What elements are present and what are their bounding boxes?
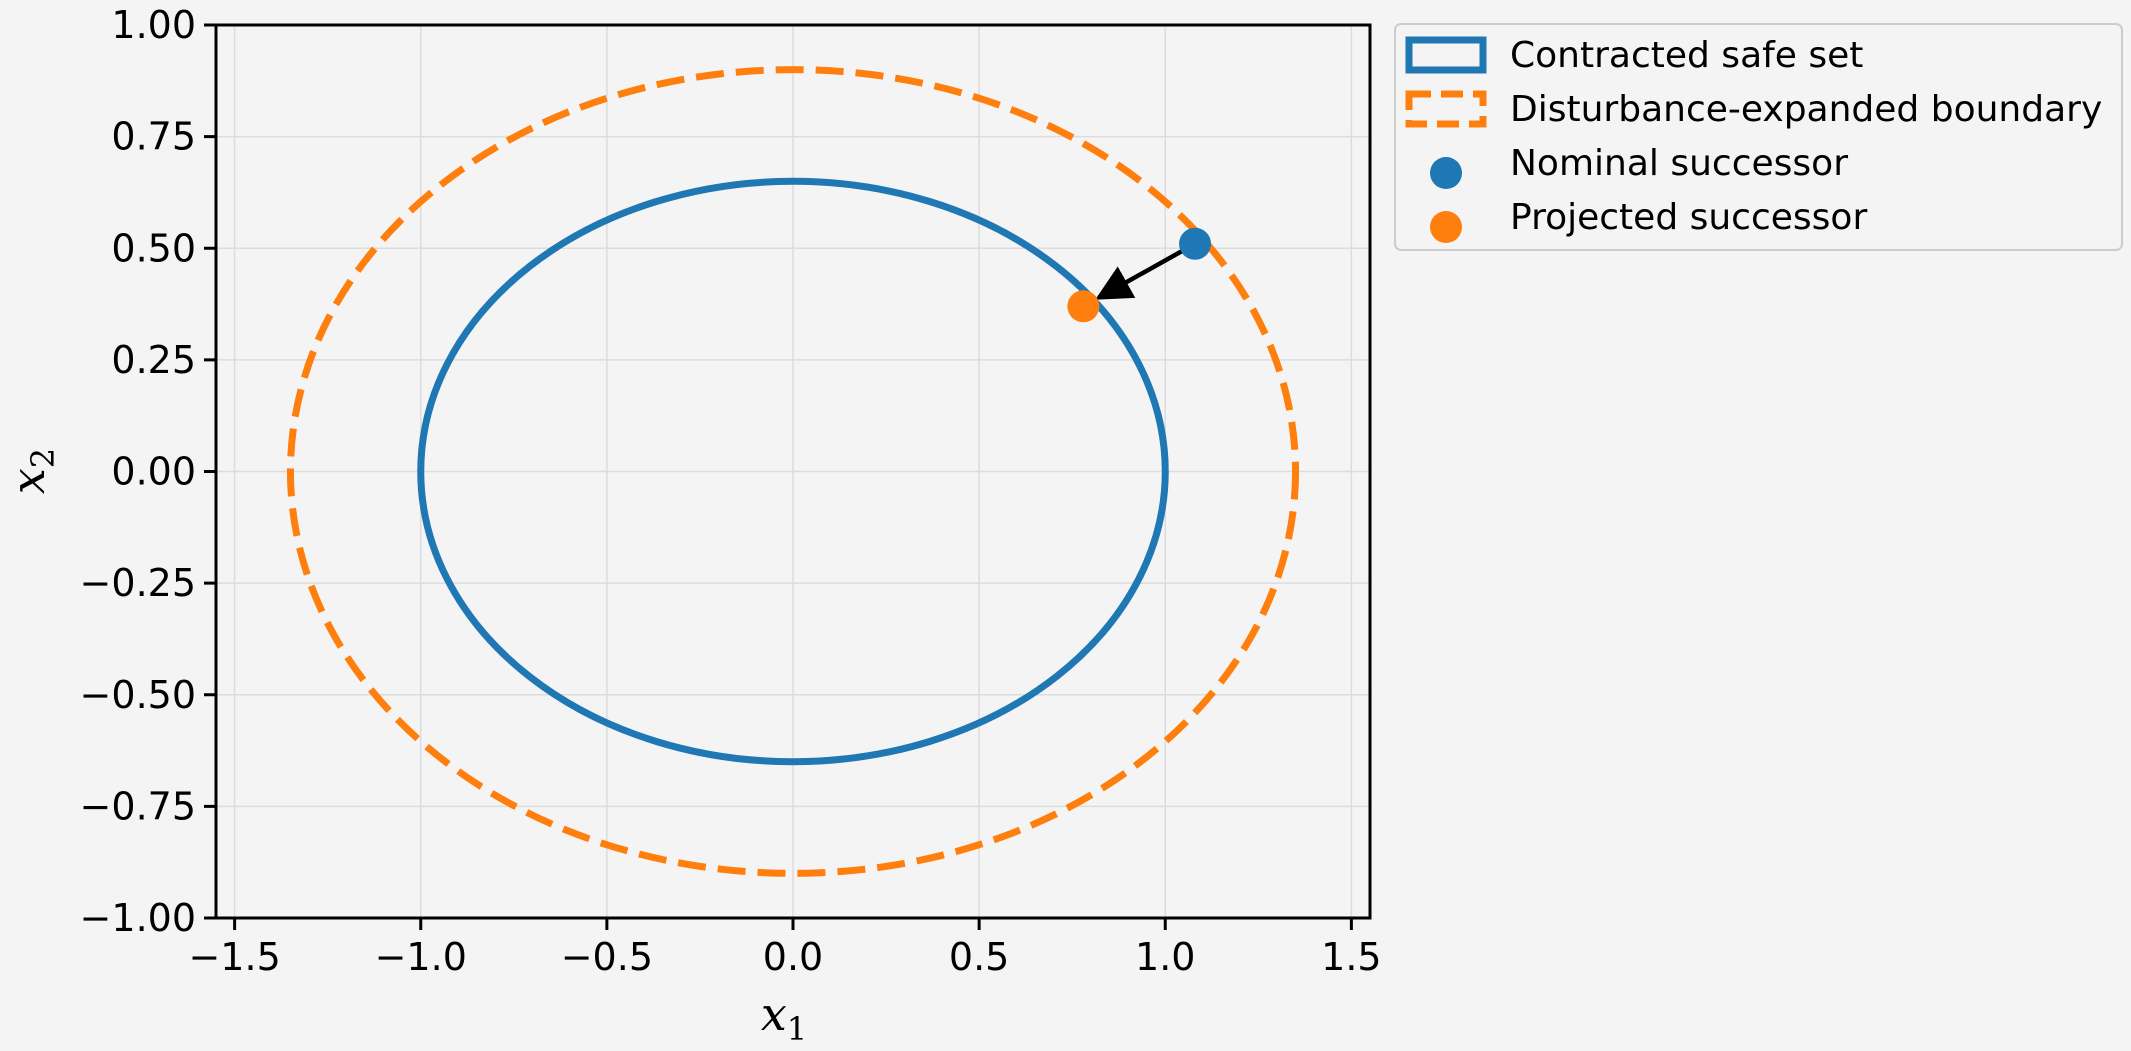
safe-set-ellipse <box>417 177 1169 766</box>
x-tick-label: 1.5 <box>1321 935 1381 979</box>
legend-label-projected-successor: Projected successor <box>1510 197 1867 238</box>
y-axis: 1.00 0.75 0.50 0.25 0.00 −0.25 −0.50 −0.75 −1.00 <box>80 3 216 940</box>
y-tick-label: −0.75 <box>80 784 196 828</box>
legend-label-nominal-successor: Nominal successor <box>1510 143 1848 184</box>
legend-swatch-disturbance-expanded-boundary <box>1405 90 1487 128</box>
y-tick-label: −0.50 <box>80 673 196 717</box>
x-tick-label: 1.0 <box>1135 935 1195 979</box>
legend-swatch-nominal-successor <box>1430 157 1462 189</box>
legend: Contracted safe set Disturbance-expanded … <box>1394 23 2123 251</box>
y-tick-label: −1.00 <box>80 896 196 940</box>
projection-arrow <box>1095 248 1184 300</box>
y-tick-label: 0.25 <box>111 338 196 382</box>
series-layer <box>286 66 1300 877</box>
y-tick-label: −0.25 <box>80 561 196 605</box>
nominal-successor-point <box>1179 227 1212 260</box>
legend-swatch-projected-successor <box>1430 211 1462 243</box>
x-tick-label: 0.5 <box>949 935 1009 979</box>
x-tick-label: −0.5 <box>561 935 653 979</box>
y-tick-label: 0.50 <box>111 226 196 270</box>
legend-label-disturbance-expanded-boundary: Disturbance-expanded boundary <box>1510 89 2102 130</box>
x-axis: −1.5 −1.0 −0.5 0.0 0.5 1.0 1.5 <box>188 918 1382 979</box>
x-axis-label: x1 <box>761 987 807 1048</box>
x-tick-label: −1.5 <box>188 935 280 979</box>
legend-frame <box>1394 23 2123 251</box>
expanded-boundary-ellipse <box>286 66 1300 877</box>
legend-swatch-contracted-safe-set <box>1405 36 1487 74</box>
y-tick-label: 0.00 <box>111 450 196 494</box>
legend-label-contracted-safe-set: Contracted safe set <box>1510 35 1863 76</box>
y-axis-label: x2 <box>1 448 62 494</box>
x-tick-label: −1.0 <box>375 935 467 979</box>
y-tick-label: 1.00 <box>111 3 196 47</box>
y-tick-label: 0.75 <box>111 115 196 159</box>
projected-successor-point <box>1067 290 1100 323</box>
x-tick-label: 0.0 <box>763 935 823 979</box>
